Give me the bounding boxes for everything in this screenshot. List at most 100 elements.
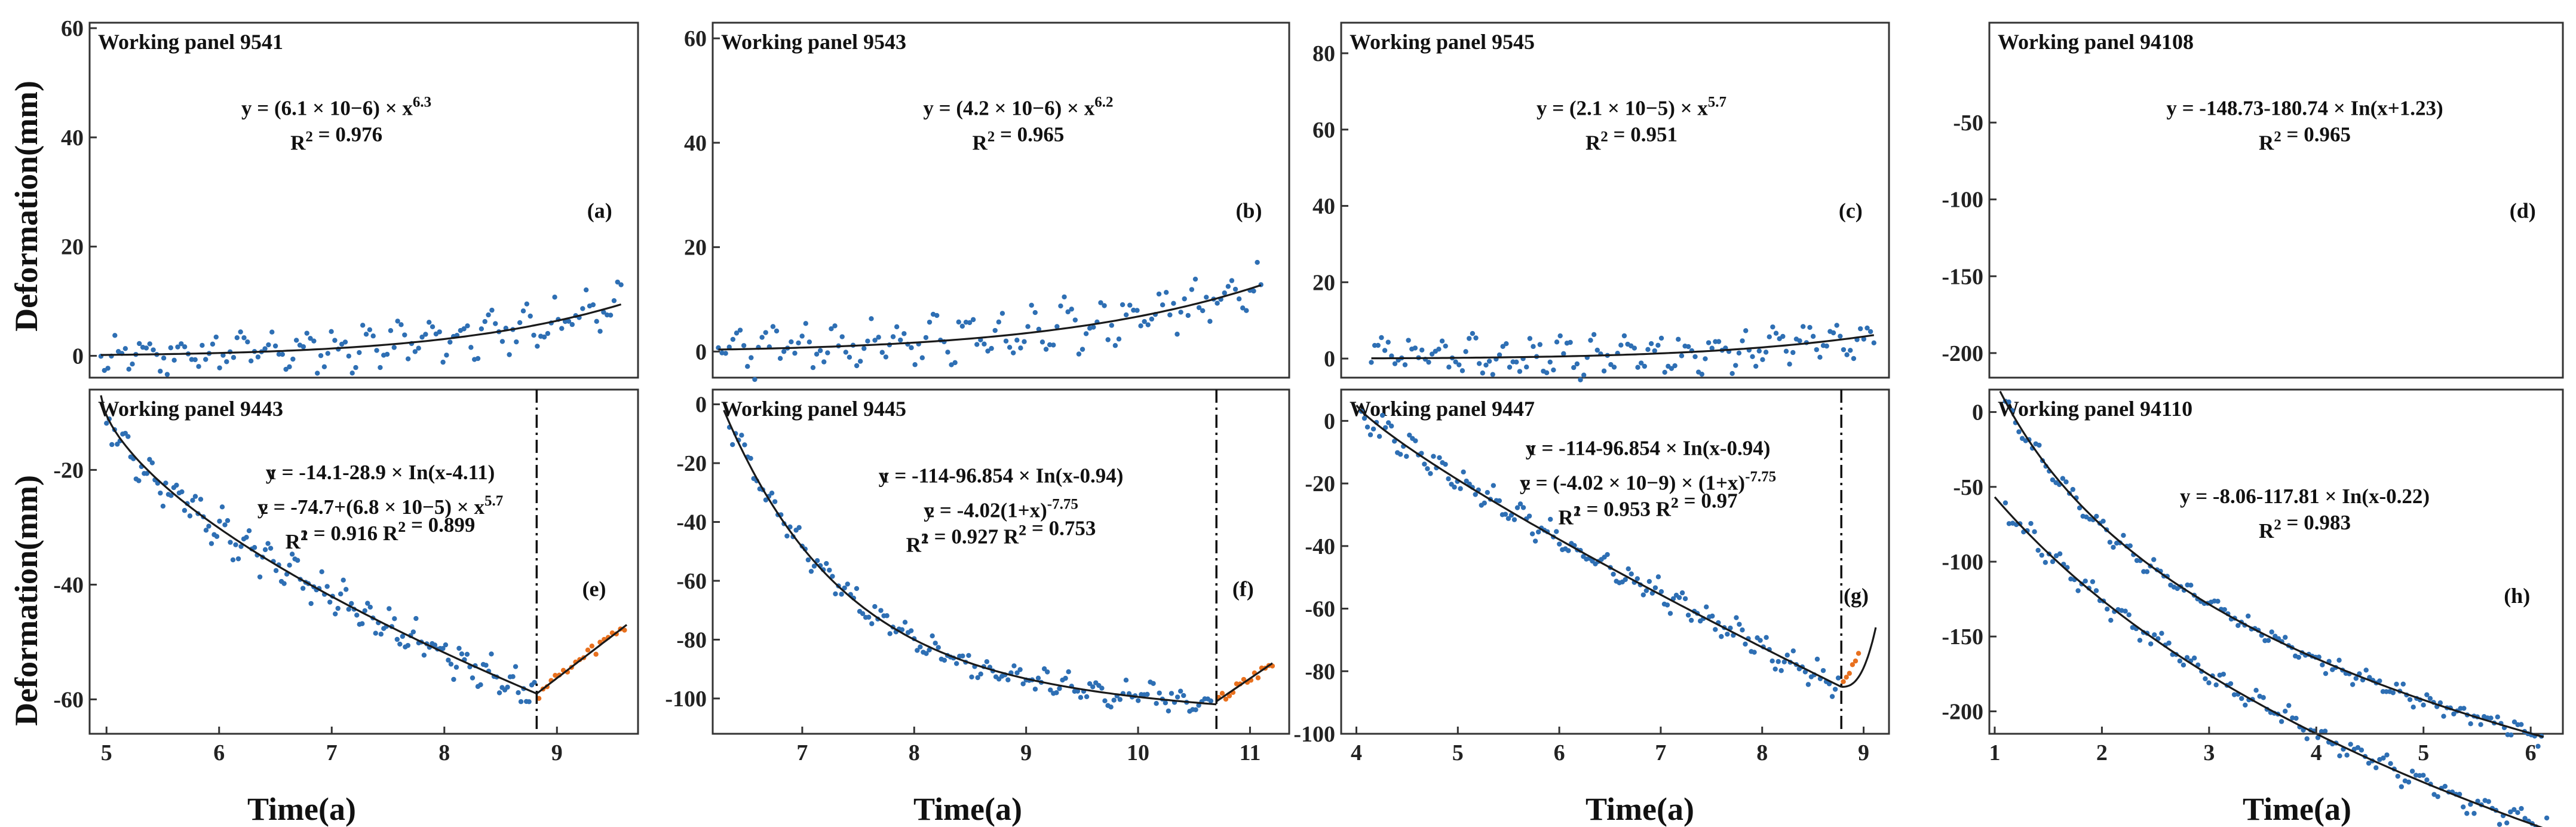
equation-line: R21 = 0.916 R22 = 0.899 [286, 513, 476, 553]
data-point [456, 645, 462, 651]
data-point [1169, 691, 1174, 696]
data-point [1473, 492, 1478, 497]
data-point [2028, 520, 2034, 526]
data-point [397, 641, 403, 647]
data-point [784, 533, 790, 539]
data-point [982, 341, 987, 347]
data-point [2006, 521, 2012, 526]
data-point [1574, 361, 1580, 367]
data-point [1406, 338, 1411, 343]
data-point [1123, 312, 1129, 318]
data-point [370, 333, 376, 339]
data-point [1485, 489, 1490, 495]
plot-frame [712, 388, 1290, 735]
data-point [1076, 351, 1082, 357]
data-point [865, 338, 870, 344]
data-point [1142, 318, 1147, 324]
data-point [2108, 617, 2114, 623]
data-point [319, 569, 324, 574]
data-point [1770, 658, 1775, 664]
y-tick-label: -150 [1942, 624, 1983, 650]
data-point [1658, 589, 1664, 595]
data-point [796, 525, 802, 531]
data-point [1709, 345, 1715, 351]
data-point [514, 339, 519, 345]
data-point [1568, 339, 1573, 345]
data-point [353, 365, 358, 370]
data-point [363, 332, 369, 337]
data-point [2269, 629, 2274, 635]
y-tick-label: -20 [53, 458, 84, 483]
data-point [1043, 347, 1049, 352]
chart-panel-c: 0 20 40 60 80 Working panel 9545 y = (2.1 × 10… [1312, 22, 1890, 382]
data-point [517, 320, 523, 326]
data-point [1810, 333, 1816, 339]
data-point [1080, 347, 1085, 352]
data-point [1790, 648, 1796, 654]
data-point [2151, 557, 2157, 562]
data-point [1635, 365, 1640, 370]
data-point [338, 591, 344, 597]
data-point [2461, 706, 2467, 711]
data-point [1756, 348, 1762, 354]
data-point [1835, 675, 1841, 681]
data-point [486, 312, 491, 318]
data-point [1548, 516, 1553, 522]
data-point [1222, 290, 1227, 296]
data-point [1648, 341, 1654, 347]
x-axis-label: Time(a) [913, 791, 1022, 827]
data-point [1072, 317, 1078, 323]
data-point [304, 330, 309, 336]
data-point [464, 651, 470, 657]
data-point [1470, 330, 1476, 336]
data-point [827, 567, 832, 573]
data-point [1857, 326, 1863, 332]
data-point [2400, 681, 2406, 687]
data-point [1192, 276, 1198, 282]
data-point [2411, 705, 2416, 710]
data-point [344, 587, 349, 592]
data-point [1581, 372, 1587, 378]
data-point [342, 339, 348, 345]
data-point [2399, 784, 2405, 789]
data-point [126, 366, 131, 372]
data-point [2127, 543, 2133, 549]
data-point [1764, 635, 1769, 641]
data-point [963, 319, 969, 325]
data-point [2006, 399, 2011, 405]
data-point [1743, 641, 1748, 647]
data-point [1105, 337, 1111, 342]
data-point [1507, 365, 1513, 370]
data-point [1760, 357, 1765, 363]
data-point [2348, 742, 2353, 747]
data-point [2037, 442, 2042, 448]
y-tick-label: 60 [1312, 118, 1335, 143]
data-point [1531, 344, 1536, 350]
post-mining-point [1255, 675, 1261, 681]
y-tick-label: 0 [695, 339, 707, 365]
data-point [2435, 794, 2440, 800]
data-point [2461, 804, 2466, 810]
data-point [2384, 752, 2390, 758]
data-point [1145, 691, 1150, 697]
data-point [608, 313, 614, 318]
data-point [203, 357, 208, 362]
data-point [2222, 607, 2227, 612]
data-point [901, 331, 907, 336]
data-point [1436, 347, 1442, 352]
data-point [325, 351, 330, 356]
data-point [416, 345, 421, 351]
data-point [2039, 552, 2044, 558]
data-point [528, 313, 533, 319]
data-point [1375, 342, 1381, 348]
y-tick-label: -150 [1942, 264, 1983, 289]
data-point [2215, 599, 2221, 604]
data-point [811, 563, 817, 569]
data-point [1069, 307, 1074, 312]
y-tick-label: 60 [684, 26, 707, 51]
data-point [2355, 745, 2361, 751]
data-point [2390, 690, 2396, 696]
data-point [412, 349, 418, 354]
data-point [2504, 820, 2510, 826]
data-point [854, 586, 860, 592]
